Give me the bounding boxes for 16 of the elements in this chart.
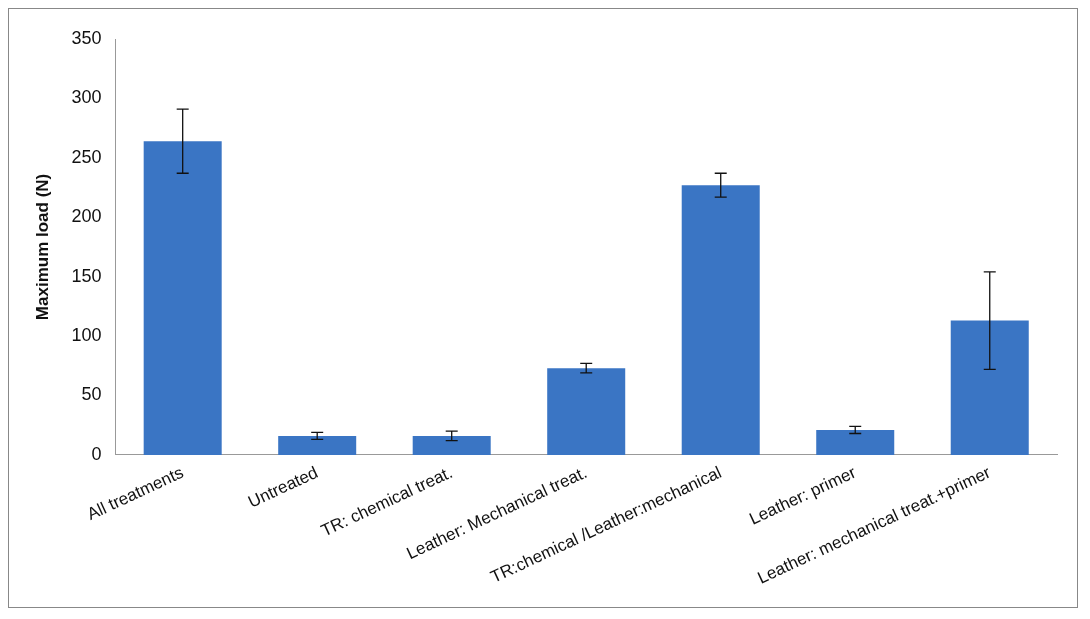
y-axis-title: Maximum load (N): [32, 173, 52, 321]
y-tick-label: 100: [71, 325, 102, 346]
bar: [547, 368, 626, 455]
y-tick-label: 250: [71, 146, 102, 167]
bar: [412, 435, 491, 455]
bar: [816, 429, 895, 455]
y-tick-label: 200: [71, 206, 102, 227]
bar: [143, 141, 222, 455]
bar: [681, 185, 760, 455]
bar: [950, 320, 1029, 455]
y-tick-label: 300: [71, 87, 102, 108]
y-tick-label: 150: [71, 265, 102, 286]
y-tick-label: 50: [81, 384, 102, 405]
y-tick-label: 350: [71, 27, 102, 48]
bar: [278, 435, 357, 455]
y-tick-label: 0: [91, 443, 102, 464]
